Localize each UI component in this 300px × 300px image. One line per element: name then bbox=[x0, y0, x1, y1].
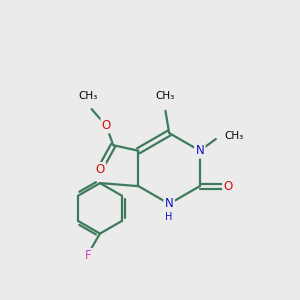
Text: N: N bbox=[165, 197, 173, 210]
Text: CH₃: CH₃ bbox=[156, 91, 175, 101]
Text: O: O bbox=[96, 163, 105, 176]
Text: O: O bbox=[224, 180, 233, 193]
Text: N: N bbox=[195, 144, 204, 157]
Text: O: O bbox=[102, 119, 111, 132]
Text: F: F bbox=[85, 249, 92, 262]
Text: CH₃: CH₃ bbox=[224, 131, 244, 141]
Text: CH₃: CH₃ bbox=[78, 91, 98, 100]
Text: H: H bbox=[166, 212, 173, 222]
